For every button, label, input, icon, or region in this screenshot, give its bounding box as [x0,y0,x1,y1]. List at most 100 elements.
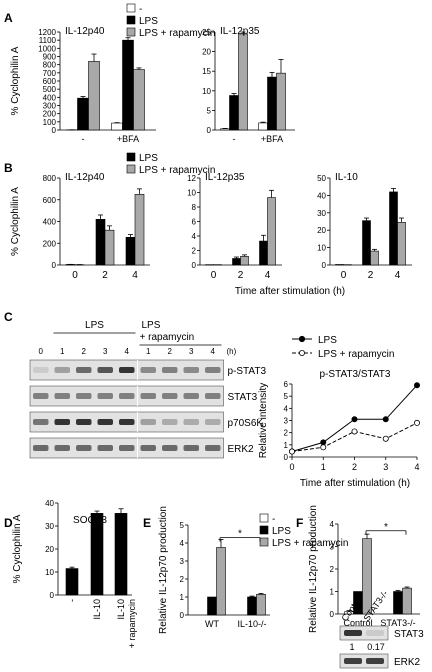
chart-d-bar-0 [65,568,79,596]
chart-f-bar-0-2 [362,538,372,615]
chart-b-p40-ytick-label-4: 800 [43,174,57,183]
blot-c-band-p70S6K-5 [140,419,156,425]
blot-c-lane-label-1: 1 [60,347,65,356]
blot-c-band-label-0: p-STAT3 [228,366,267,377]
chart-a-p40-bar-1-1 [122,39,134,131]
legend-e-lps-label: LPS [272,526,291,537]
chart-b-il10-ytick-label-5: 50 [317,174,326,183]
chart-a-p40-group-label-0: - [82,134,85,144]
chart-f-group-label-0: Control [343,618,372,628]
blot-c-band-p70S6K-0 [33,419,49,425]
blot-c-lane-label-2: 2 [82,347,87,356]
panel-label-A: A [4,11,13,25]
chart-d-category-2-0: IL-10 [116,599,126,620]
chart-b-il10-ytick-label-1: 10 [317,244,326,253]
chart-c-point-0-1 [320,439,327,446]
blot-c-band-p70S6K-8 [205,419,221,425]
blot-c-band-STAT3-3 [97,393,113,399]
chart-b-p35-xtick-label-0: 0 [211,270,217,281]
blot-c-band-p70S6K-1 [54,419,70,425]
blot-c-band-p-STAT3-2 [76,367,92,373]
legend-a-lps-label: LPS [139,16,158,27]
chart-f-bar-1-1 [393,591,403,615]
chart-c-point-0-2 [351,416,358,423]
legend-a-rapa-label: LPS + rapamycin [139,28,215,39]
blot-c-band-STAT3-5 [140,393,156,399]
chart-a-p40-ytick-label-10: 1000 [38,44,56,53]
chart-e-ytick-label-4: 4 [180,539,185,548]
chart-c-series-1 [291,422,418,453]
chart-b-p35-xtick-label-1: 2 [238,270,244,281]
chart-f-bar-1-2 [402,587,412,615]
blot-c-band-STAT3-2 [76,393,92,399]
chart-b-il10-ytick-label-3: 30 [317,209,326,218]
blot-f-band-label-1: ERK2 [394,657,421,668]
chart-a-p35-ytick-label-3: 15 [202,67,211,76]
blot-c-band-p-STAT3-8 [205,367,221,373]
chart-a-p35-bar-1-1 [267,76,277,131]
chart-a-p35-bar-0-1 [229,95,239,131]
chart-e-bar-0-2 [216,547,226,616]
chart-e-ytick-label-5: 5 [180,521,185,530]
chart-b-p40-ytick-label-0: 0 [52,261,57,270]
blot-f-band-STAT3-1 [366,630,384,636]
chart-b-il10-ytick-label-2: 20 [317,226,326,235]
chart-b-p40-xtick-label-1: 2 [102,270,108,281]
chart-c-point-1-0 [288,448,295,455]
chart-e-ytick-label-2: 2 [180,575,185,584]
chart-b-p40-bar-1-0 [95,219,106,266]
blot-c-unit: (h) [227,347,237,356]
chart-b-il10-bar-1-1 [370,250,379,266]
chart-d-bar-1 [90,513,104,596]
chart-a-p40-ytick-label-5: 500 [43,85,57,94]
blot-f-strip-STAT3 [339,625,389,641]
chart-a-p35-group-label-0: - [233,134,236,144]
blot-c-lane-label-7: 3 [189,347,194,356]
blot-f-band-ERK2-1 [366,658,384,664]
legend-a-ctrl-swatch [126,3,136,13]
blot-f-quant-0: 1 [349,642,354,652]
chart-a-p35-ytick-label-0: 0 [207,126,212,135]
legend-b-rapa-label: LPS + rapamycin [139,165,215,176]
chart-c-ylabel: Relative intensity [258,383,269,459]
legend-e-rapa-swatch [259,537,269,547]
chart-a-p40-bar-0-2 [88,61,100,131]
chart-d-title: SOCS3 [73,515,107,526]
blot-c-lane-label-0: 0 [39,347,44,356]
chart-a-p35-ytick-label-2: 10 [202,87,211,96]
chart-a-p40-ylabel: % Cyclophilin A [10,46,21,115]
chart-c-ytick-label-5: 5 [284,392,289,401]
chart-b-p40-bar-1-1 [104,229,115,266]
blot-c-band-ERK2-2 [76,445,92,451]
panel-label-C: C [4,310,13,324]
chart-c-point-1-1 [320,444,327,451]
chart-f-ytick-label-4: 4 [330,520,335,529]
chart-a-p35-ytick-label-1: 5 [207,106,212,115]
chart-c-xlabel: Time after stimulation (h) [300,478,410,489]
chart-c-point-1-2 [351,428,358,435]
legend-a-rapa-swatch [126,27,136,37]
chart-a-p35-ytick-label-5: 25 [202,28,211,37]
chart-a-p35-title: IL-12p35 [220,26,260,37]
blot-c-band-p70S6K-6 [162,419,178,425]
legend-e-ctrl-swatch [259,513,269,523]
chart-b-p35-ytick-label-1: 2 [192,247,197,256]
chart-b-p35-bar-1-1 [240,255,249,266]
blot-c-band-ERK2-3 [97,445,113,451]
chart-b-p40-xtick-label-2: 4 [132,270,138,281]
chart-b-il10-title: IL-10 [335,172,358,183]
blot-c-band-ERK2-5 [140,445,156,451]
chart-e-group-label-1: IL-10-/- [237,619,266,629]
chart-d-bar-2 [114,513,128,596]
blot-c-band-p70S6K-4 [119,419,135,425]
chart-a-p40-ytick-label-11: 1100 [39,36,57,45]
chart-a-p40-bar-1-0 [111,122,123,131]
chart-b-p35-bar-2-0 [259,240,268,266]
blot-f-strip-ERK2 [339,653,389,669]
blot-f-quant-1: 0.17 [367,642,385,652]
chart-b-il10-ytick-label-0: 0 [322,261,327,270]
chart-c-point-0-3 [382,416,389,423]
chart-b-p35-ytick-label-5: 10 [187,189,196,198]
blot-c-band-STAT3-7 [183,393,199,399]
